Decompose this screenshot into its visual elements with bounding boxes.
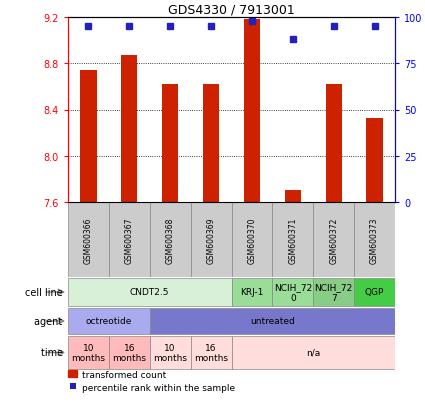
Text: time: time xyxy=(41,348,66,358)
Bar xyxy=(68,309,150,334)
Text: GSM600372: GSM600372 xyxy=(329,217,338,263)
Text: 10
months: 10 months xyxy=(153,343,187,362)
Text: 16
months: 16 months xyxy=(194,343,228,362)
Bar xyxy=(68,202,109,277)
Bar xyxy=(232,278,272,306)
Text: GSM600369: GSM600369 xyxy=(207,217,215,263)
Bar xyxy=(272,202,313,277)
Text: 10
months: 10 months xyxy=(71,343,105,362)
Text: untreated: untreated xyxy=(250,317,295,326)
Text: cell line: cell line xyxy=(25,287,66,297)
Bar xyxy=(244,20,260,202)
Bar xyxy=(80,71,96,202)
Bar xyxy=(326,85,342,202)
Bar xyxy=(150,337,191,369)
Bar xyxy=(366,118,383,202)
Bar xyxy=(354,278,395,306)
Text: QGP: QGP xyxy=(365,288,384,297)
Text: GSM600366: GSM600366 xyxy=(84,217,93,263)
Text: GSM600368: GSM600368 xyxy=(166,217,175,263)
Text: NCIH_72
7: NCIH_72 7 xyxy=(314,282,353,302)
Bar xyxy=(162,85,178,202)
Bar xyxy=(150,202,191,277)
Bar xyxy=(109,337,150,369)
Text: octreotide: octreotide xyxy=(86,317,132,326)
Text: KRJ-1: KRJ-1 xyxy=(240,288,264,297)
Text: CNDT2.5: CNDT2.5 xyxy=(130,288,170,297)
Bar xyxy=(109,202,150,277)
Bar xyxy=(68,337,109,369)
Text: GSM600373: GSM600373 xyxy=(370,217,379,263)
Text: NCIH_72
0: NCIH_72 0 xyxy=(274,282,312,302)
Text: GSM600370: GSM600370 xyxy=(247,217,256,263)
Bar xyxy=(313,278,354,306)
Text: GSM600371: GSM600371 xyxy=(288,217,298,263)
Bar xyxy=(191,202,232,277)
Bar xyxy=(232,337,395,369)
Legend: transformed count, percentile rank within the sample: transformed count, percentile rank withi… xyxy=(68,370,235,392)
Bar xyxy=(191,337,232,369)
Bar xyxy=(203,85,219,202)
Text: GSM600367: GSM600367 xyxy=(125,217,134,263)
Bar xyxy=(121,56,137,202)
Text: agent: agent xyxy=(34,316,66,326)
Bar xyxy=(150,309,395,334)
Bar xyxy=(285,191,301,202)
Bar xyxy=(68,278,232,306)
Bar xyxy=(354,202,395,277)
Text: 16
months: 16 months xyxy=(112,343,146,362)
Text: n/a: n/a xyxy=(306,348,320,357)
Title: GDS4330 / 7913001: GDS4330 / 7913001 xyxy=(168,4,295,17)
Bar xyxy=(313,202,354,277)
Bar xyxy=(272,278,313,306)
Bar xyxy=(232,202,272,277)
